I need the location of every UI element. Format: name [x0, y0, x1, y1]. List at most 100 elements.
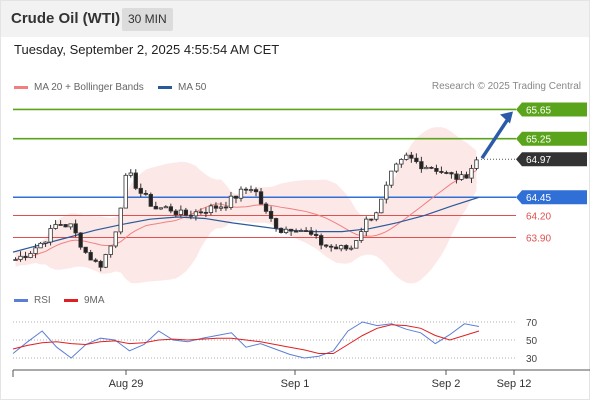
rsi-ma-line [12, 324, 480, 354]
candle-body [238, 188, 244, 199]
candle-body [243, 188, 249, 191]
legend-9ma-label: 9MA [84, 295, 105, 306]
candle-body [38, 242, 43, 249]
candle-body [208, 205, 214, 214]
candle-body [474, 159, 479, 169]
level-tag-64.97 [516, 152, 587, 167]
level-lines [13, 108, 516, 238]
candle-body [268, 210, 274, 219]
candle-body [459, 174, 464, 180]
rsi-line [12, 321, 480, 359]
candle-body [108, 245, 113, 255]
header-bar: Crude Oil (WTI) 30 MIN [1, 1, 589, 37]
candle-body [28, 253, 33, 258]
rsi-panel: 70 50 30 [12, 318, 538, 365]
candle-body [313, 233, 319, 236]
candle-body [218, 206, 224, 209]
target-arrow-shaft [480, 116, 511, 160]
candle-body [33, 247, 38, 254]
level-tag-65.65 [516, 102, 587, 117]
candle-body [419, 161, 424, 170]
level-label-65.25: 65.25 [526, 135, 551, 146]
candle-body [298, 230, 304, 232]
candle-body [288, 228, 294, 232]
x-axis: Aug 29 Sep 1 Sep 2 Sep 12 [12, 369, 590, 390]
moving-averages [12, 111, 513, 260]
candle-body [449, 172, 454, 175]
candle-body [203, 211, 209, 214]
level-label-64.20: 64.20 [526, 212, 551, 223]
ma50-line [12, 196, 480, 253]
candle-body [374, 212, 379, 220]
candle-body [13, 259, 18, 261]
candle-body [379, 198, 384, 214]
legend-rsi: RSI [14, 295, 51, 306]
candle-body [329, 245, 334, 248]
candle-body [98, 261, 103, 268]
candle-body [128, 172, 133, 176]
instrument-title: Crude Oil (WTI) [11, 10, 121, 27]
candle-body [23, 255, 28, 258]
candle-body [464, 174, 469, 179]
candle-body [103, 254, 108, 268]
candle-body [439, 171, 444, 173]
candle-body [198, 211, 204, 214]
candle-body [469, 168, 474, 179]
candle-body [283, 228, 289, 233]
rsi-swatch [14, 299, 28, 302]
candle-body [324, 244, 329, 247]
candle-body [173, 210, 179, 216]
rsi-tick-70: 70 [526, 318, 538, 329]
level-labels: 65.65 65.25 64.97 64.45 64.20 63.90 [516, 102, 587, 244]
level-tag-64.45 [516, 190, 587, 205]
candle-body [248, 189, 254, 192]
interval-badge[interactable]: 30 MIN [122, 8, 173, 31]
candle-body [138, 187, 143, 194]
timestamp: Tuesday, September 2, 2025 4:55:54 AM CE… [14, 42, 280, 57]
candle-body [43, 241, 48, 244]
candle-body [429, 166, 434, 169]
legend-ma50: MA 50 [158, 82, 206, 93]
ma50-swatch [158, 86, 172, 89]
level-label-63.90: 63.90 [526, 233, 551, 244]
candle-body [233, 195, 239, 199]
candle-body [73, 223, 78, 234]
candle-body [148, 193, 153, 207]
legend-ma20: MA 20 + Bollinger Bands [14, 82, 144, 93]
candle-body [414, 157, 419, 163]
candle-body [404, 154, 409, 160]
candle-body [263, 203, 269, 212]
candle-body [143, 192, 148, 195]
candle-body [63, 224, 68, 228]
candle-body [88, 252, 93, 261]
candle-body [399, 159, 404, 165]
candle-body [253, 189, 259, 193]
candle-body [213, 205, 219, 209]
candle-body [278, 227, 284, 233]
x-tick-label: Sep 12 [497, 378, 532, 390]
candle-body [273, 218, 279, 229]
candle-body [354, 240, 359, 249]
candle-body [93, 259, 98, 262]
candles [13, 151, 479, 272]
ma20-line [15, 170, 477, 260]
x-tick-label: Sep 1 [281, 378, 310, 390]
candle-body [339, 245, 344, 250]
candle-body [389, 170, 394, 186]
candle-body [153, 205, 158, 210]
candle-body [364, 218, 369, 232]
legend-rsi-label: RSI [34, 295, 51, 306]
candle-body [123, 174, 128, 209]
bollinger-band-area [15, 127, 477, 284]
candle-body [158, 207, 163, 210]
candle-body [454, 173, 459, 180]
9ma-swatch [64, 299, 78, 302]
ma20-swatch [14, 86, 28, 89]
level-tag-65.25 [516, 131, 587, 146]
candle-body [293, 230, 299, 233]
legend-ma20-label: MA 20 + Bollinger Bands [34, 82, 144, 93]
candle-body [188, 214, 194, 217]
level-label-64.45: 64.45 [526, 193, 551, 204]
candle-body [53, 224, 58, 229]
